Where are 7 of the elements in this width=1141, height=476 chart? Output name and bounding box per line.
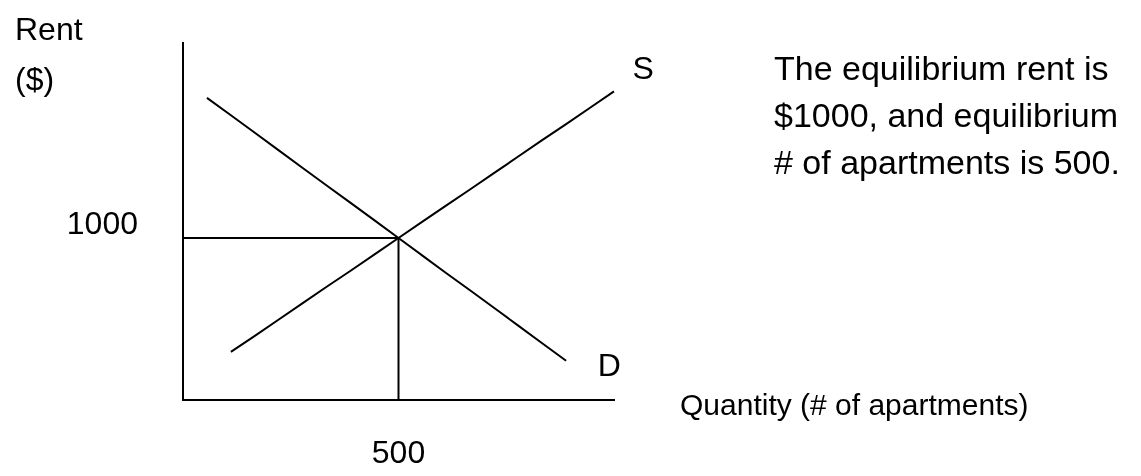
text: 1000	[66, 205, 138, 242]
text: The equilibrium rent is $1000, and equilibrium # of apartments is 500.	[774, 48, 1121, 183]
x-axis-title: Quantity (# of apartments)	[680, 388, 1029, 422]
text: 500	[371, 433, 426, 470]
series-label: S	[632, 49, 654, 86]
y-axis-title: Rent ($)	[15, 10, 84, 99]
series-label: D	[597, 346, 621, 383]
